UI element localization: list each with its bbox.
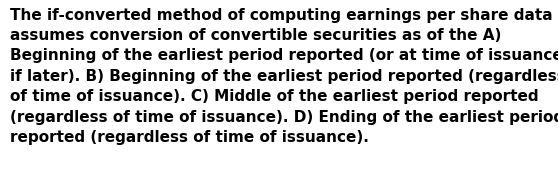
Text: The if-converted method of computing earnings per share data
assumes conversion : The if-converted method of computing ear…: [10, 8, 558, 145]
